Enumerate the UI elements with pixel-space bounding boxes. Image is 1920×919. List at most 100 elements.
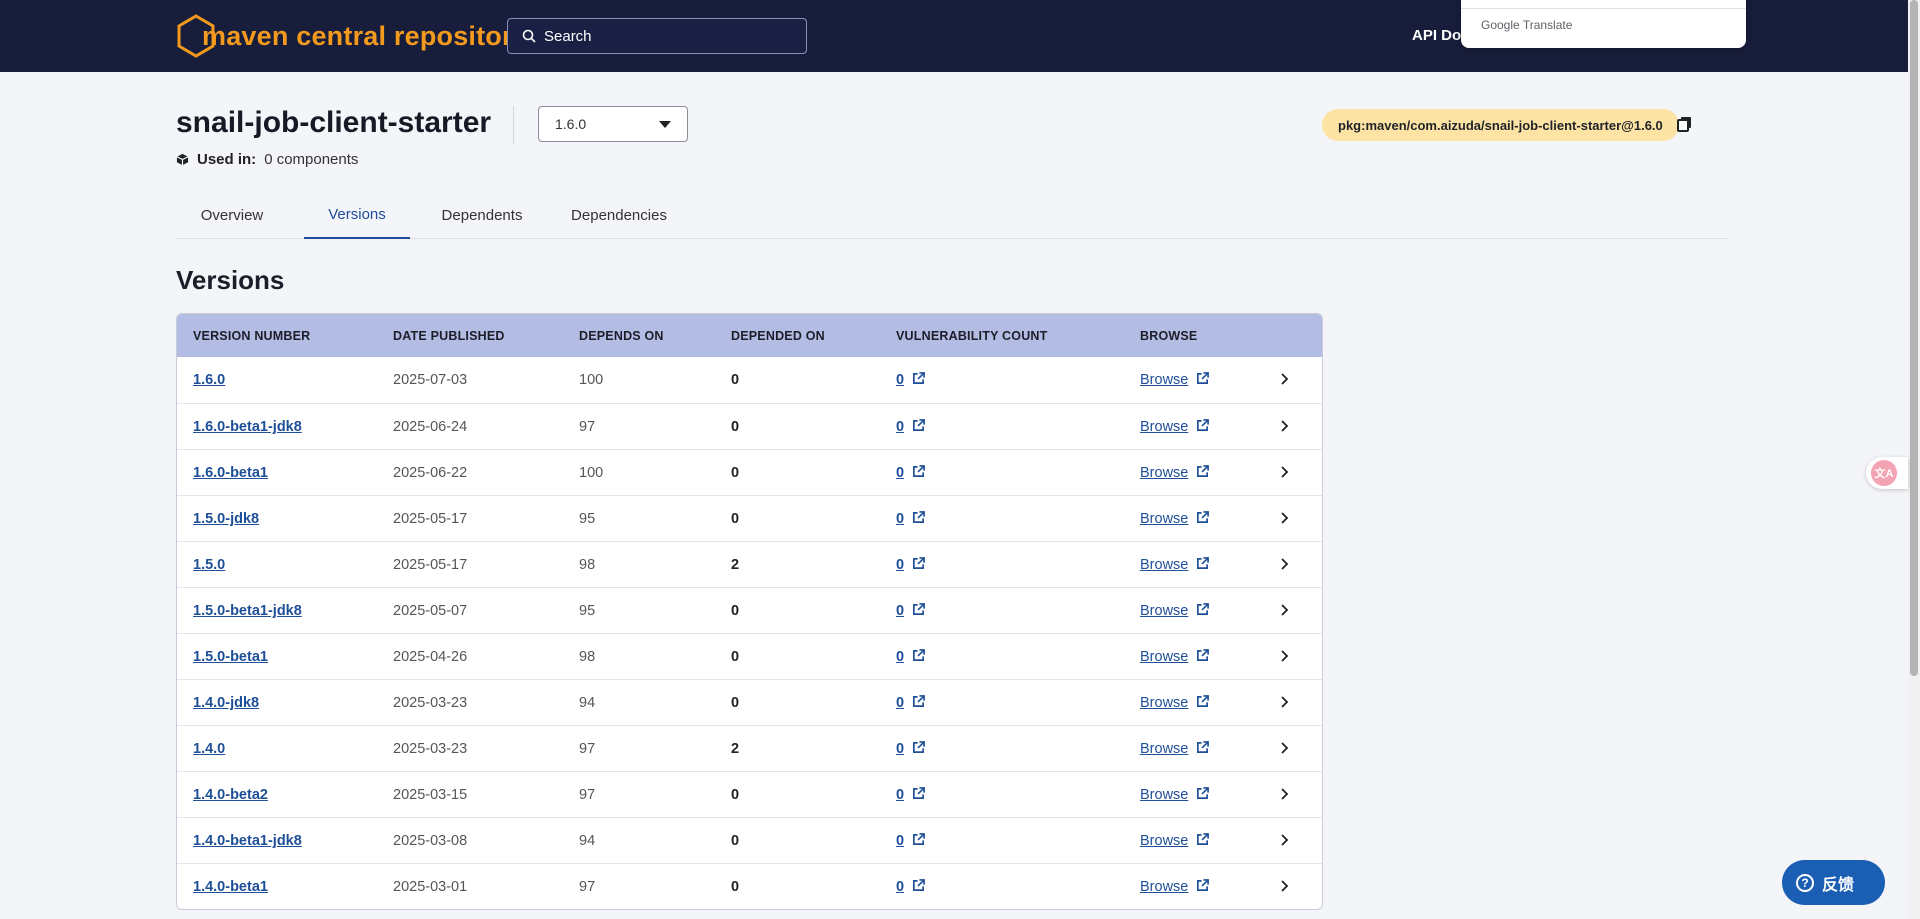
chevron-right-icon[interactable] (1276, 602, 1292, 618)
translate-extension-button[interactable]: 文A (1866, 457, 1908, 489)
depended-on-count: 0 (731, 511, 740, 527)
browse-link[interactable]: Browse (1140, 511, 1189, 527)
column-header[interactable]: VULNERABILITY COUNT (896, 329, 1048, 343)
version-link[interactable]: 1.5.0-jdk8 (193, 511, 260, 527)
version-link[interactable]: 1.6.0-beta1 (193, 465, 268, 481)
browse-link[interactable]: Browse (1140, 603, 1189, 619)
chevron-right-icon[interactable] (1276, 786, 1292, 802)
column-header[interactable]: VERSION NUMBER (193, 329, 311, 343)
external-link-icon (1197, 557, 1210, 569)
version-select[interactable]: 1.6.0 (538, 106, 688, 142)
browse-link[interactable]: Browse (1140, 649, 1189, 665)
date-published: 2025-06-24 (393, 419, 468, 435)
date-published: 2025-03-01 (393, 879, 468, 895)
chevron-right-icon[interactable] (1276, 464, 1292, 480)
table-row[interactable]: 1.5.0-jdk8 2025-05-17 95 0 0 Browse (177, 495, 1322, 541)
table-row[interactable]: 1.5.0-beta1-jdk8 2025-05-07 95 0 0 Browse (177, 587, 1322, 633)
table-row[interactable]: 1.4.0-beta1 2025-03-01 97 0 0 Browse (177, 863, 1322, 909)
depended-on-count: 0 (731, 603, 740, 619)
package-icon (176, 153, 189, 166)
chevron-right-icon[interactable] (1276, 832, 1292, 848)
depends-on-count: 95 (579, 511, 596, 527)
table-header: VERSION NUMBER DATE PUBLISHED DEPENDS ON… (177, 314, 1322, 357)
table-row[interactable]: 1.4.0-beta1-jdk8 2025-03-08 94 0 0 Browse (177, 817, 1322, 863)
vulnerability-count-link[interactable]: 0 (896, 879, 905, 895)
version-link[interactable]: 1.5.0-beta1 (193, 649, 268, 665)
depended-on-count: 0 (731, 787, 740, 803)
chevron-right-icon[interactable] (1276, 694, 1292, 710)
version-link[interactable]: 1.4.0-beta2 (193, 787, 268, 803)
search-input[interactable] (544, 27, 784, 45)
table-row[interactable]: 1.5.0 2025-05-17 98 2 0 Browse (177, 541, 1322, 587)
tab-overview[interactable]: Overview (200, 207, 264, 224)
table-row[interactable]: 1.4.0-jdk8 2025-03-23 94 0 0 Browse (177, 679, 1322, 725)
vulnerability-count-link[interactable]: 0 (896, 557, 905, 573)
vulnerability-count-link[interactable]: 0 (896, 787, 905, 803)
version-link[interactable]: 1.4.0-beta1 (193, 879, 268, 895)
table-row[interactable]: 1.5.0-beta1 2025-04-26 98 0 0 Browse (177, 633, 1322, 679)
tab-dependencies[interactable]: Dependencies (571, 207, 667, 224)
api-docs-link[interactable]: API Doc (1412, 27, 1470, 44)
maven-central-logo[interactable]: maven central repository (176, 14, 528, 58)
version-link[interactable]: 1.6.0-beta1-jdk8 (193, 419, 302, 435)
browse-link[interactable]: Browse (1140, 833, 1189, 849)
browse-link[interactable]: Browse (1140, 557, 1189, 573)
vulnerability-count-link[interactable]: 0 (896, 833, 905, 849)
page-scrollbar[interactable] (1908, 0, 1920, 919)
tab-dependents[interactable]: Dependents (441, 207, 523, 224)
date-published: 2025-06-22 (393, 465, 468, 481)
chevron-right-icon[interactable] (1276, 418, 1292, 434)
browse-link[interactable]: Browse (1140, 787, 1189, 803)
search-box[interactable] (507, 18, 807, 54)
chevron-right-icon[interactable] (1276, 740, 1292, 756)
table-row[interactable]: 1.4.0-beta2 2025-03-15 97 0 0 Browse (177, 771, 1322, 817)
depends-on-count: 98 (579, 557, 596, 573)
date-published: 2025-05-07 (393, 603, 468, 619)
browse-link[interactable]: Browse (1140, 465, 1189, 481)
depends-on-count: 97 (579, 879, 596, 895)
used-in-label: Used in: (197, 151, 257, 168)
external-link-icon (913, 603, 925, 615)
table-row[interactable]: 1.6.0 2025-07-03 100 0 0 Browse (177, 357, 1322, 403)
vulnerability-count-link[interactable]: 0 (896, 695, 905, 711)
vulnerability-count-link[interactable]: 0 (896, 372, 905, 388)
table-row[interactable]: 1.4.0 2025-03-23 97 2 0 Browse (177, 725, 1322, 771)
external-link-icon (1197, 695, 1210, 707)
browse-link[interactable]: Browse (1140, 879, 1189, 895)
version-link[interactable]: 1.5.0-beta1-jdk8 (193, 603, 302, 619)
version-link[interactable]: 1.4.0-beta1-jdk8 (193, 833, 302, 849)
depended-on-count: 0 (731, 833, 740, 849)
chevron-right-icon[interactable] (1276, 648, 1292, 664)
feedback-button[interactable]: ? 反馈 (1782, 860, 1885, 905)
tab-versions[interactable]: Versions (304, 192, 410, 239)
vulnerability-count-link[interactable]: 0 (896, 511, 905, 527)
depended-on-count: 2 (731, 741, 740, 757)
browse-link[interactable]: Browse (1140, 741, 1189, 757)
vulnerability-count-link[interactable]: 0 (896, 741, 905, 757)
column-header[interactable]: DEPENDED ON (731, 329, 825, 343)
version-link[interactable]: 1.4.0-jdk8 (193, 695, 260, 711)
vulnerability-count-link[interactable]: 0 (896, 419, 905, 435)
vulnerability-count-link[interactable]: 0 (896, 603, 905, 619)
column-header[interactable]: DEPENDS ON (579, 329, 664, 343)
scrollbar-thumb[interactable] (1910, 0, 1918, 676)
browse-link[interactable]: Browse (1140, 419, 1189, 435)
version-link[interactable]: 1.5.0 (193, 557, 226, 573)
chevron-right-icon[interactable] (1276, 556, 1292, 572)
column-header[interactable]: DATE PUBLISHED (393, 329, 505, 343)
browse-link[interactable]: Browse (1140, 695, 1189, 711)
depended-on-count: 0 (731, 695, 740, 711)
version-link[interactable]: 1.6.0 (193, 372, 226, 388)
browse-link[interactable]: Browse (1140, 372, 1189, 388)
vulnerability-count-link[interactable]: 0 (896, 649, 905, 665)
table-row[interactable]: 1.6.0-beta1-jdk8 2025-06-24 97 0 0 Browse (177, 403, 1322, 449)
vulnerability-count-link[interactable]: 0 (896, 465, 905, 481)
version-link[interactable]: 1.4.0 (193, 741, 226, 757)
external-link-icon (913, 419, 925, 431)
chevron-right-icon[interactable] (1276, 878, 1292, 894)
chevron-right-icon[interactable] (1276, 510, 1292, 526)
chevron-right-icon[interactable] (1276, 371, 1292, 387)
column-header[interactable]: BROWSE (1140, 329, 1198, 343)
copy-icon[interactable] (1676, 115, 1694, 133)
table-row[interactable]: 1.6.0-beta1 2025-06-22 100 0 0 Browse (177, 449, 1322, 495)
